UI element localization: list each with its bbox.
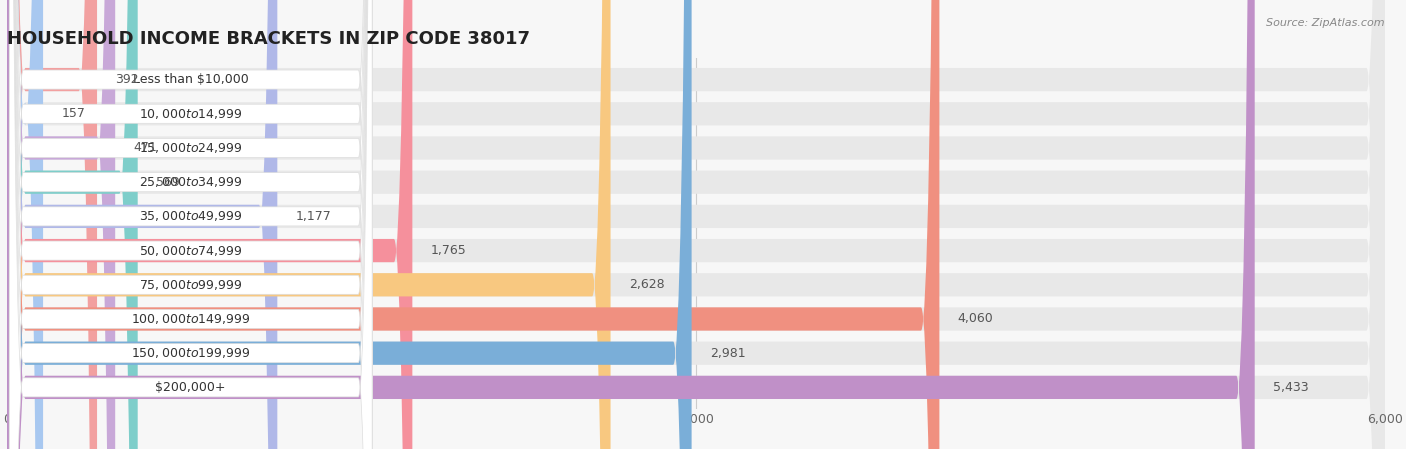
Text: 392: 392 <box>115 73 139 86</box>
FancyBboxPatch shape <box>7 0 412 449</box>
Text: Less than $10,000: Less than $10,000 <box>134 73 249 86</box>
Text: $15,000 to $24,999: $15,000 to $24,999 <box>139 141 242 155</box>
FancyBboxPatch shape <box>7 0 1385 449</box>
FancyBboxPatch shape <box>10 0 373 449</box>
FancyBboxPatch shape <box>10 0 373 449</box>
FancyBboxPatch shape <box>10 0 373 449</box>
FancyBboxPatch shape <box>7 0 97 449</box>
Text: $150,000 to $199,999: $150,000 to $199,999 <box>131 346 250 360</box>
Text: 471: 471 <box>134 141 157 154</box>
Text: $75,000 to $99,999: $75,000 to $99,999 <box>139 278 242 292</box>
Text: 157: 157 <box>62 107 86 120</box>
FancyBboxPatch shape <box>7 0 1385 449</box>
FancyBboxPatch shape <box>10 0 373 449</box>
Text: 4,060: 4,060 <box>957 313 994 326</box>
Text: $100,000 to $149,999: $100,000 to $149,999 <box>131 312 250 326</box>
FancyBboxPatch shape <box>7 0 692 449</box>
FancyBboxPatch shape <box>7 0 1385 449</box>
FancyBboxPatch shape <box>7 0 610 449</box>
FancyBboxPatch shape <box>7 0 1385 449</box>
Text: 2,981: 2,981 <box>710 347 745 360</box>
Text: 2,628: 2,628 <box>628 278 665 291</box>
FancyBboxPatch shape <box>7 0 138 449</box>
FancyBboxPatch shape <box>7 0 1385 449</box>
FancyBboxPatch shape <box>7 0 1385 449</box>
FancyBboxPatch shape <box>7 0 277 449</box>
Text: 1,177: 1,177 <box>295 210 332 223</box>
FancyBboxPatch shape <box>7 0 115 449</box>
FancyBboxPatch shape <box>10 0 373 449</box>
Text: 1,765: 1,765 <box>430 244 467 257</box>
Text: HOUSEHOLD INCOME BRACKETS IN ZIP CODE 38017: HOUSEHOLD INCOME BRACKETS IN ZIP CODE 38… <box>7 31 530 48</box>
Text: $200,000+: $200,000+ <box>156 381 226 394</box>
Text: 569: 569 <box>156 176 180 189</box>
FancyBboxPatch shape <box>7 0 1385 449</box>
FancyBboxPatch shape <box>7 0 1385 449</box>
Text: $35,000 to $49,999: $35,000 to $49,999 <box>139 209 242 224</box>
FancyBboxPatch shape <box>7 0 1254 449</box>
FancyBboxPatch shape <box>10 0 373 449</box>
FancyBboxPatch shape <box>10 0 373 449</box>
FancyBboxPatch shape <box>7 0 1385 449</box>
FancyBboxPatch shape <box>7 0 1385 449</box>
FancyBboxPatch shape <box>7 0 939 449</box>
Text: $10,000 to $14,999: $10,000 to $14,999 <box>139 107 242 121</box>
Text: $50,000 to $74,999: $50,000 to $74,999 <box>139 243 242 258</box>
Text: Source: ZipAtlas.com: Source: ZipAtlas.com <box>1267 18 1385 28</box>
FancyBboxPatch shape <box>7 0 44 449</box>
Text: 5,433: 5,433 <box>1272 381 1309 394</box>
FancyBboxPatch shape <box>10 0 373 449</box>
Text: $25,000 to $34,999: $25,000 to $34,999 <box>139 175 242 189</box>
FancyBboxPatch shape <box>10 0 373 449</box>
FancyBboxPatch shape <box>10 0 373 449</box>
